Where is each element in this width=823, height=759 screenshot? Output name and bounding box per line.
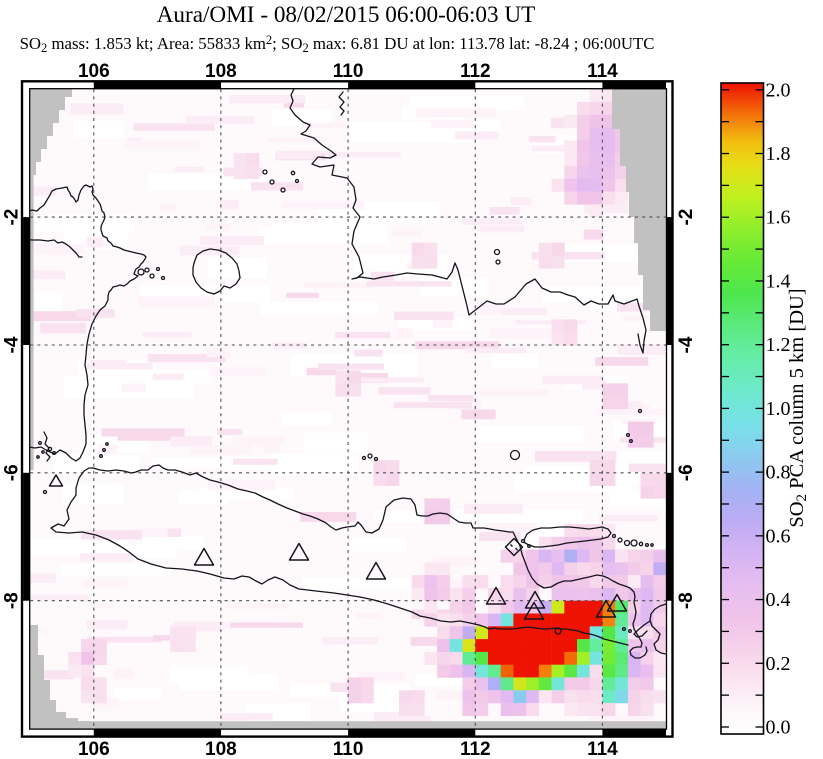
svg-text:1.2: 1.2	[766, 334, 791, 356]
svg-text:1.6: 1.6	[766, 207, 791, 229]
svg-text:-8: -8	[676, 592, 697, 609]
svg-text:SO2 mass: 1.853 kt; Area: 5583: SO2 mass: 1.853 kt; Area: 55833 km2; SO2…	[20, 33, 655, 54]
svg-text:114: 114	[587, 739, 618, 759]
svg-text:110: 110	[333, 739, 364, 759]
svg-text:106: 106	[78, 61, 110, 82]
svg-text:-2: -2	[2, 209, 23, 226]
svg-text:0.0: 0.0	[766, 717, 791, 739]
svg-text:112: 112	[460, 739, 491, 759]
svg-text:SO2 PCA column 5 km [DU]: SO2 PCA column 5 km [DU]	[786, 288, 810, 527]
svg-text:2.0: 2.0	[766, 79, 791, 101]
svg-text:0.4: 0.4	[766, 589, 791, 611]
svg-text:-6: -6	[676, 464, 697, 481]
svg-text:1.4: 1.4	[766, 271, 791, 293]
svg-text:0.2: 0.2	[766, 653, 791, 675]
svg-text:-8: -8	[2, 592, 23, 609]
svg-text:112: 112	[460, 61, 491, 82]
svg-text:114: 114	[587, 61, 618, 82]
svg-text:110: 110	[333, 61, 364, 82]
svg-text:106: 106	[78, 739, 110, 759]
svg-text:108: 108	[205, 61, 237, 82]
svg-text:0.6: 0.6	[766, 525, 791, 547]
svg-text:1.8: 1.8	[766, 143, 791, 165]
svg-text:-6: -6	[2, 464, 23, 481]
svg-text:-4: -4	[2, 336, 23, 353]
svg-text:108: 108	[205, 739, 237, 759]
svg-text:0.8: 0.8	[766, 462, 791, 484]
svg-text:-4: -4	[676, 336, 697, 353]
svg-text:1.0: 1.0	[766, 398, 791, 420]
svg-text:Aura/OMI - 08/02/2015 06:00-06: Aura/OMI - 08/02/2015 06:00-06:03 UT	[157, 2, 536, 28]
svg-text:-2: -2	[676, 209, 697, 226]
